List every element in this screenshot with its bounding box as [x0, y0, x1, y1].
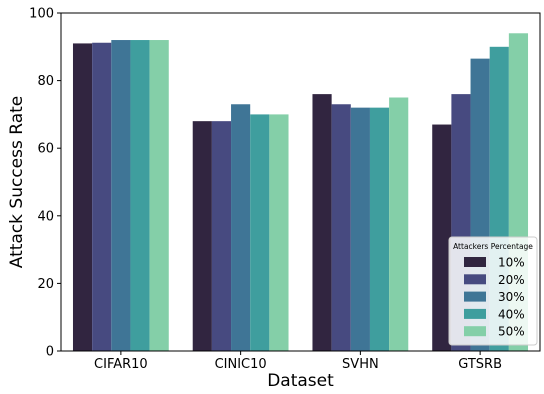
bar-20pct-cinic10 — [212, 121, 231, 351]
x-tick-label: CIFAR10 — [94, 357, 148, 372]
bar-10pct-cinic10 — [193, 121, 212, 351]
legend-swatch — [464, 309, 486, 319]
y-tick-label: 0 — [46, 345, 54, 360]
y-tick-label: 40 — [37, 209, 54, 224]
legend-label: 20% — [498, 273, 525, 287]
x-tick-label: CINIC10 — [215, 357, 267, 372]
bar-50pct-cifar10 — [150, 40, 169, 351]
y-axis: 0 20 40 60 80 100 — [29, 7, 61, 360]
bar-20pct-svhn — [332, 104, 351, 351]
bar-40pct-cinic10 — [250, 114, 269, 351]
legend-swatch — [464, 257, 486, 267]
bar-40pct-cifar10 — [130, 40, 149, 351]
y-tick-label: 20 — [37, 277, 54, 292]
legend-swatch — [464, 326, 486, 336]
bar-30pct-svhn — [351, 108, 370, 351]
legend-title: Attackers Percentage — [453, 242, 533, 251]
legend-label: 10% — [498, 256, 525, 270]
x-tick-label: SVHN — [342, 357, 379, 372]
bar-50pct-cinic10 — [269, 114, 288, 351]
legend-label: 30% — [498, 290, 525, 304]
y-tick-label: 100 — [29, 7, 54, 22]
bar-30pct-cinic10 — [231, 104, 250, 351]
bar-30pct-cifar10 — [111, 40, 130, 351]
bar-10pct-cifar10 — [73, 43, 92, 351]
x-tick-label: GTSRB — [458, 357, 502, 372]
legend: Attackers Percentage 10% 20% 30% 40% 50% — [449, 237, 537, 345]
legend-label: 40% — [498, 307, 525, 321]
legend-swatch — [464, 292, 486, 302]
y-axis-label: Attack Success Rate — [7, 96, 27, 269]
legend-label: 50% — [498, 325, 525, 339]
x-axis-label: Dataset — [267, 371, 334, 390]
bar-10pct-svhn — [312, 94, 331, 351]
legend-swatch — [464, 274, 486, 284]
bar-40pct-svhn — [370, 108, 389, 351]
y-tick-label: 80 — [37, 74, 54, 89]
x-axis: CIFAR10 CINIC10 SVHN GTSRB — [94, 351, 502, 372]
bar-20pct-cifar10 — [92, 43, 111, 351]
y-tick-label: 60 — [37, 142, 54, 157]
bar-50pct-svhn — [389, 98, 408, 352]
